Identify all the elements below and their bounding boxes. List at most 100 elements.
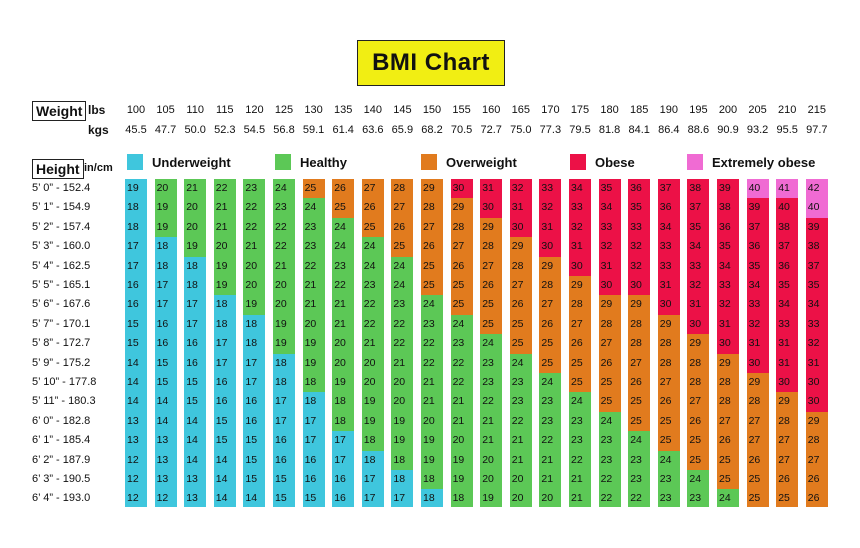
bmi-cell-underweight: 14 (154, 392, 177, 413)
bmi-cell-overweight: 26 (450, 256, 473, 277)
bmi-cell-overweight: 26 (391, 217, 414, 238)
bmi-cell-healthy: 21 (302, 276, 325, 296)
bmi-cell-obese: 39 (805, 217, 828, 238)
bmi-cell-healthy: 23 (450, 334, 473, 355)
bmi-cell-overweight: 28 (805, 431, 828, 452)
bmi-cell-overweight: 26 (480, 276, 503, 296)
bmi-cell-healthy: 21 (569, 470, 591, 490)
bmi-cell-overweight: 25 (598, 373, 621, 393)
bmi-cell-obese: 33 (657, 256, 680, 277)
bmi-cell-obese: 38 (717, 198, 739, 219)
bmi-cell-obese: 35 (746, 256, 769, 277)
bmi-cell-overweight: 29 (539, 256, 562, 277)
bmi-cell-underweight: 18 (184, 276, 207, 296)
bmi-cell-overweight: 27 (598, 334, 621, 355)
weight-kgs-90.9: 90.9 (717, 124, 739, 136)
legend-swatch (421, 154, 437, 170)
bmi-cell-healthy: 21 (213, 217, 236, 238)
bmi-cell-healthy: 22 (450, 353, 473, 374)
height-row-label: 5’ 9” - 175.2 (32, 356, 91, 369)
weight-lbs-110: 110 (186, 104, 204, 116)
bmi-cell-healthy: 18 (302, 373, 325, 393)
bmi-cell-healthy: 20 (184, 217, 207, 238)
bmi-cell-underweight: 16 (332, 489, 355, 508)
bmi-cell-healthy: 19 (361, 392, 384, 413)
bmi-cell-obese: 32 (628, 237, 651, 258)
weight-lbs-135: 135 (334, 104, 353, 116)
bmi-cell-obese: 32 (746, 314, 769, 335)
bmi-cell-obese: 30 (598, 276, 621, 296)
bmi-cell-obese: 31 (746, 334, 769, 355)
bmi-cell-healthy: 21 (361, 334, 384, 355)
bmi-cell-overweight: 29 (628, 295, 651, 316)
bmi-cell-healthy: 21 (569, 489, 591, 508)
bmi-cell-overweight: 27 (717, 411, 739, 432)
bmi-cell-overweight: 25 (657, 411, 680, 432)
bmi-cell-underweight: 18 (154, 256, 177, 277)
bmi-cell-overweight: 28 (717, 392, 739, 413)
bmi-cell-underweight: 18 (243, 314, 266, 335)
bmi-cell-underweight: 14 (125, 392, 147, 413)
bmi-cell-overweight: 27 (421, 217, 443, 238)
bmi-cell-healthy: 24 (332, 217, 355, 238)
bmi-cell-underweight: 18 (273, 373, 295, 393)
bmi-cell-overweight: 26 (657, 392, 680, 413)
bmi-cell-obese: 35 (628, 198, 651, 219)
bmi-cell-obese: 35 (717, 237, 739, 258)
weight-lbs-115: 115 (216, 104, 234, 116)
bmi-cell-overweight: 28 (628, 334, 651, 355)
bmi-cell-underweight: 17 (213, 334, 236, 355)
weight-lbs-215: 215 (807, 104, 826, 116)
bmi-cell-obese: 32 (628, 256, 651, 277)
bmi-cell-obese: 30 (657, 295, 680, 316)
bmi-cell-overweight: 29 (569, 276, 591, 296)
bmi-cell-obese: 33 (687, 256, 710, 277)
bmi-cell-healthy: 24 (569, 392, 591, 413)
bmi-cell-overweight: 27 (776, 450, 799, 471)
weight-lbs-140: 140 (363, 104, 382, 116)
bmi-cell-overweight: 25 (391, 237, 414, 258)
bmi-cell-underweight: 14 (184, 411, 207, 432)
bmi-cell-healthy: 19 (421, 450, 443, 471)
height-row-label: 5’ 3” - 160.0 (32, 240, 91, 253)
bmi-cell-obese: 32 (539, 198, 562, 219)
bmi-cell-underweight: 18 (302, 392, 325, 413)
weight-kgs-95.5: 95.5 (776, 124, 798, 136)
bmi-cell-underweight: 16 (154, 314, 177, 335)
bmi-cell-overweight: 28 (391, 179, 414, 199)
bmi-cell-healthy: 20 (332, 353, 355, 374)
bmi-cell-overweight: 26 (598, 353, 621, 374)
bmi-cell-underweight: 16 (184, 334, 207, 355)
bmi-cell-overweight: 29 (480, 217, 503, 238)
bmi-cell-overweight: 28 (657, 334, 680, 355)
bmi-cell-healthy: 23 (569, 431, 591, 452)
bmi-cell-underweight: 18 (213, 295, 236, 316)
bmi-cell-overweight: 25 (776, 489, 799, 508)
bmi-cell-healthy: 22 (421, 353, 443, 374)
weight-kgs-97.7: 97.7 (806, 124, 828, 136)
bmi-cell-obese: 30 (509, 217, 532, 238)
bmi-cell-obese: 33 (717, 276, 739, 296)
weight-lbs-120: 120 (245, 104, 264, 116)
bmi-cell-underweight: 16 (302, 450, 325, 471)
bmi-cell-underweight: 17 (184, 314, 207, 335)
bmi-cell-overweight: 28 (509, 256, 532, 277)
bmi-cell-obese: 33 (539, 179, 562, 199)
height-row-label: 5’ 10” - 177.8 (32, 376, 97, 388)
bmi-cell-overweight: 25 (421, 276, 443, 296)
bmi-cell-healthy: 19 (213, 276, 236, 296)
height-row-label: 5’ 4” - 162.5 (32, 259, 91, 272)
bmi-cell-overweight: 28 (480, 237, 503, 258)
bmi-cell-healthy: 21 (421, 373, 443, 393)
bmi-cell-underweight: 17 (243, 373, 266, 393)
bmi-cell-obese: 35 (776, 276, 799, 296)
bmi-cell-underweight: 15 (184, 373, 207, 393)
bmi-cell-healthy: 22 (332, 276, 355, 296)
legend-label: Obese (595, 154, 635, 170)
height-row-label: 6’ 1” - 185.4 (32, 434, 91, 447)
bmi-cell-healthy: 20 (539, 489, 562, 508)
bmi-cell-obese: 37 (746, 217, 769, 238)
bmi-cell-healthy: 22 (302, 256, 325, 277)
bmi-cell-underweight: 17 (125, 237, 147, 258)
bmi-cell-underweight: 17 (154, 276, 177, 296)
